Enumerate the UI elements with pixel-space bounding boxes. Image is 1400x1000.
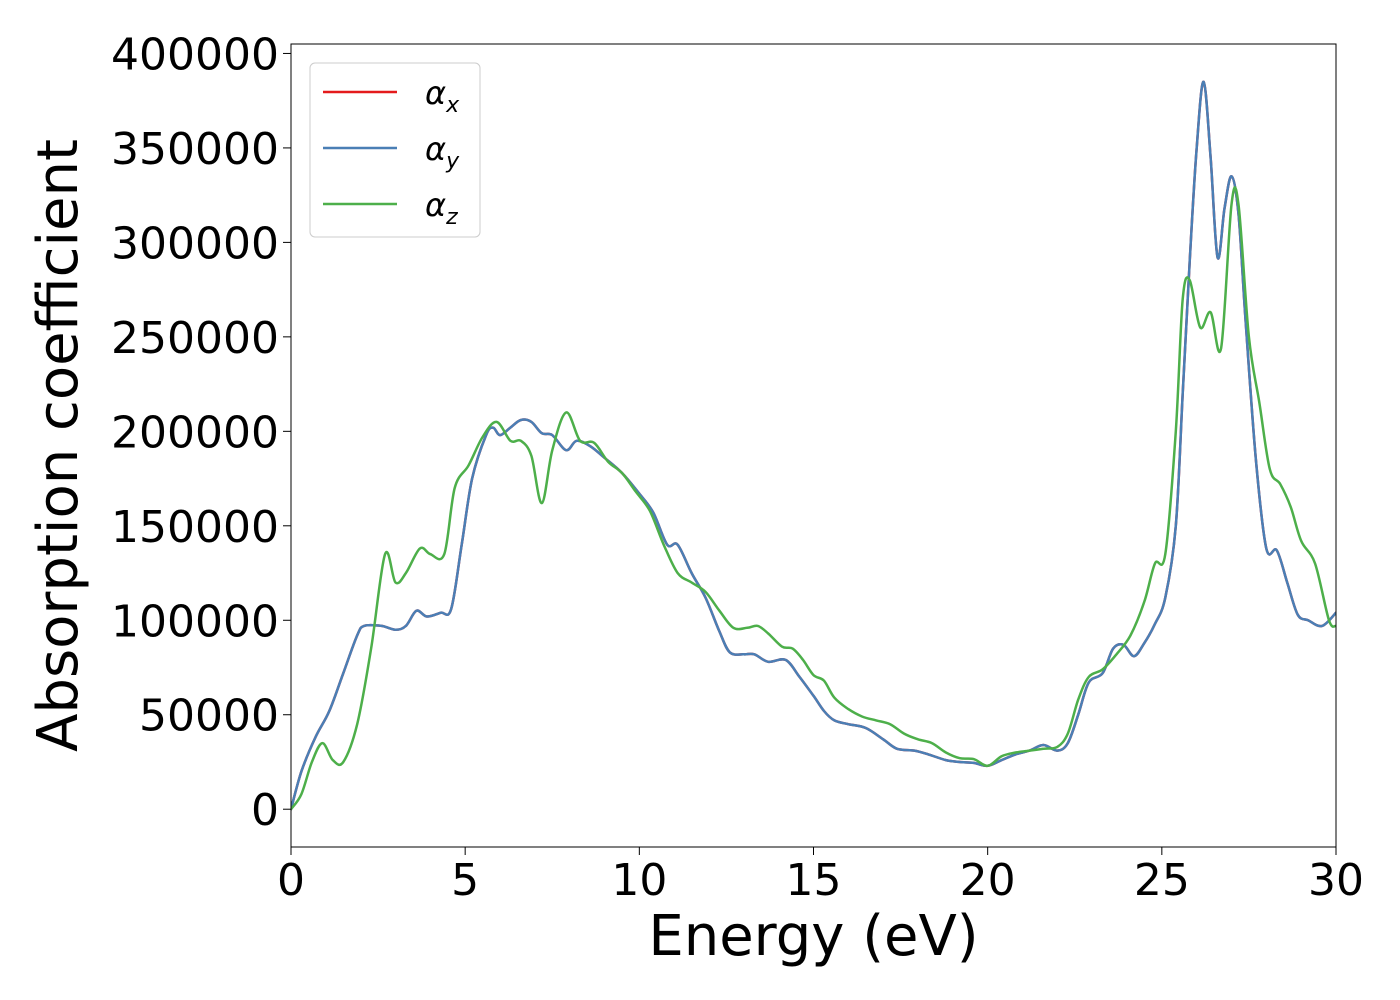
legend-label: αx — [425, 74, 460, 118]
x-tick-label: 20 — [960, 855, 1016, 906]
legend-box — [309, 62, 481, 238]
y-tick-label: 350000 — [111, 124, 279, 175]
y-tick-label: 150000 — [111, 502, 279, 553]
y-tick-label: 50000 — [139, 691, 279, 742]
y-tick-label: 250000 — [111, 313, 279, 364]
y-tick-label: 200000 — [111, 407, 279, 458]
x-tick-label: 0 — [277, 855, 305, 906]
x-axis-ticks: 0 5 10 15 20 25 30 — [277, 847, 1364, 906]
x-axis-label: Energy (eV) — [648, 904, 978, 969]
plot-lines — [291, 80, 1336, 811]
y-tick-label: 300000 — [111, 218, 279, 269]
x-tick-label: 30 — [1308, 855, 1364, 906]
x-tick-label: 25 — [1134, 855, 1190, 906]
y-tick-label: 400000 — [111, 29, 279, 80]
x-tick-label: 5 — [451, 855, 479, 906]
y-tick-label: 0 — [251, 785, 279, 836]
y-tick-label: 100000 — [111, 596, 279, 647]
x-tick-label: 10 — [611, 855, 667, 906]
legend-label: αz — [425, 186, 458, 230]
y-axis-label: Absorption coefficient — [26, 139, 91, 752]
legend-label: αy — [425, 130, 460, 174]
x-tick-label: 15 — [786, 855, 842, 906]
series-line-y — [291, 80, 1336, 811]
series-line-z — [291, 186, 1336, 811]
legend: αx αy αz — [309, 62, 481, 238]
y-axis-ticks: 0 50000 100000 150000 200000 250000 300000 3500… — [111, 29, 291, 836]
